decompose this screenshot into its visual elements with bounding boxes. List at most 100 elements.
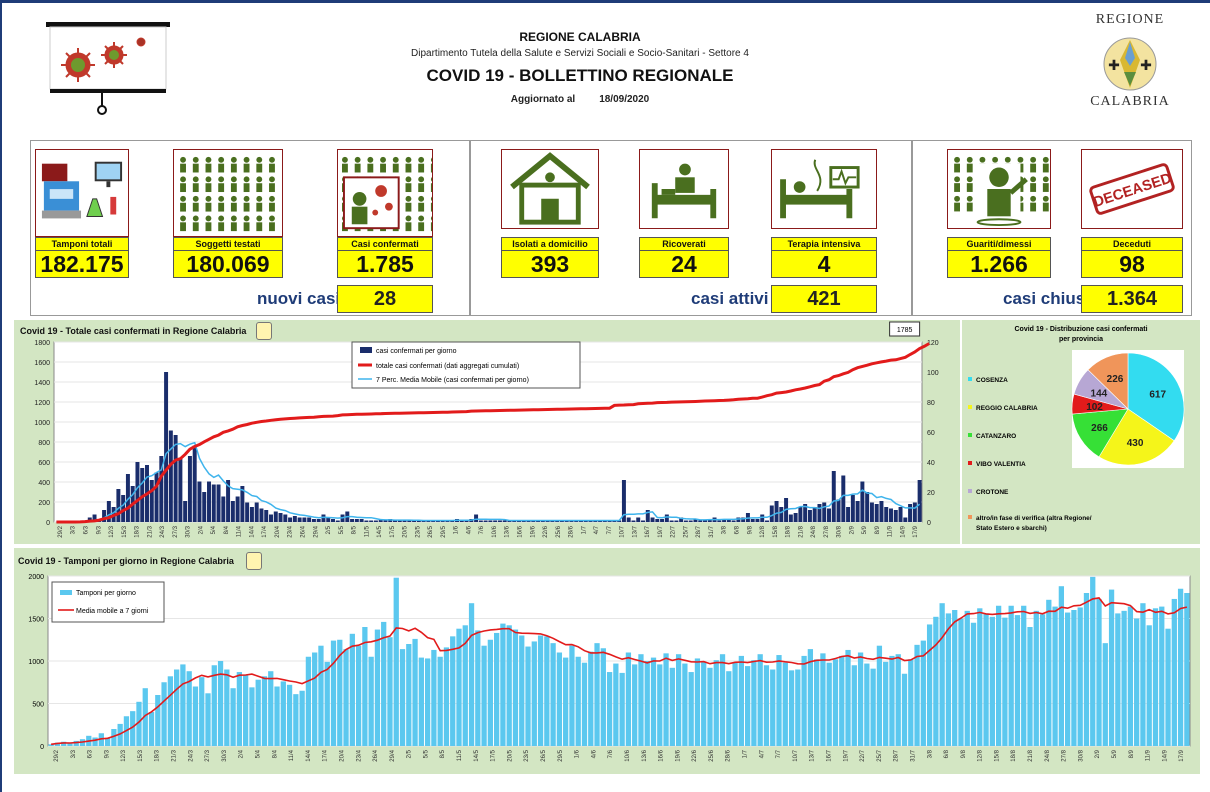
swabs-bar (870, 668, 876, 746)
daily-cases-bar (803, 504, 808, 522)
daily-cases-bar (812, 507, 817, 522)
pie-slice (1098, 408, 1175, 466)
swabs-bar (1090, 576, 1096, 746)
swabs-bar (437, 656, 443, 746)
logo-bottom-text: CALABRIA (1090, 94, 1170, 109)
daily-cases-bar (688, 520, 693, 522)
casi-chiusi-value: 1.364 (1081, 285, 1183, 313)
swabs-bar (48, 744, 54, 746)
x-tick-label: 9/3 (104, 749, 110, 758)
swabs-bar (1108, 589, 1115, 746)
swabs-bar (644, 661, 650, 746)
swabs-bar (443, 647, 450, 746)
swabs-bar (424, 658, 431, 746)
x-tick-label: 17/4 (323, 749, 329, 761)
x-tick-label: 11/4 (289, 749, 295, 761)
daily-cases-bar (717, 520, 722, 522)
x-tick-label: 19/7 (843, 749, 849, 761)
daily-cases-bar (331, 519, 335, 522)
daily-cases-bar (383, 520, 388, 522)
swabs-bar (355, 645, 362, 746)
x-tick-label: 19/6 (675, 749, 681, 761)
swabs-bar (1134, 618, 1140, 746)
x-tick-label: 16/7 (827, 749, 833, 761)
daily-cases-bar (192, 445, 197, 522)
x-tick-label: 6/8 (734, 525, 740, 534)
daily-cases-bar (755, 519, 760, 522)
x-tick-label: 28/6 (569, 525, 575, 537)
swabs-bar (625, 652, 632, 746)
swabs-bar (494, 632, 500, 746)
moving-average-line (56, 441, 921, 523)
daily-cases-bar (660, 519, 665, 522)
legend-swatch (968, 489, 972, 493)
x-tick-label: 13/7 (810, 749, 816, 761)
y-left-tick-label: 1800 (34, 340, 50, 347)
people-grid-icon (173, 149, 283, 237)
daily-cases-bar (183, 501, 188, 522)
daily-cases-bar (369, 520, 374, 522)
x-tick-label: 20/5 (403, 525, 409, 537)
swabs-bar (757, 654, 763, 746)
x-tick-label: 16/6 (659, 749, 665, 761)
casi-attivi-label: casi attivi (691, 289, 769, 308)
legend-label: VIBO VALENTIA (976, 461, 1026, 468)
cases-chart: 0 200 400 600 800 1000 1200 1400 1600 1800 0 20 40 60… (34, 321, 939, 538)
swabs-bar (399, 649, 406, 746)
swabs-bar (744, 666, 751, 746)
x-tick-label: 14/9 (900, 525, 906, 537)
daily-cases-bar (722, 519, 727, 522)
swabs-bar (770, 669, 776, 746)
swabs-bar (531, 641, 537, 746)
swabs-bar (236, 672, 243, 746)
swabs-bar (550, 643, 556, 746)
legend-swatch (968, 461, 972, 465)
x-tick-label: 20/4 (275, 525, 281, 537)
swabs-bar (1065, 612, 1071, 746)
x-tick-label: 11/4 (237, 525, 243, 537)
swabs-bar (675, 654, 682, 746)
swabs-bar (839, 655, 845, 746)
swabs-bar (374, 629, 381, 746)
active-cases-box: Isolati a domicilio 393 Ricoverati 24 Te… (470, 140, 912, 316)
x-tick-label: 27/3 (173, 525, 179, 537)
daily-cases-bar (769, 505, 774, 522)
swabs-bar (512, 629, 519, 746)
pie-chart-title: per provincia (1059, 336, 1103, 343)
x-tick-label: 17/5 (390, 525, 396, 537)
daily-cases-bar (683, 520, 688, 522)
x-tick-label: 26/5 (541, 749, 547, 761)
swabs-bar (682, 663, 688, 746)
swabs-bar (368, 656, 374, 746)
tests-summary-box: Tamponi totali 182.175 Soggetti testati … (30, 140, 470, 316)
daily-cases-bar (860, 481, 865, 522)
legend-label: Stato Estero e sbarchi) (976, 525, 1047, 532)
swabs-bar (412, 638, 418, 746)
x-tick-label: 29/4 (390, 749, 396, 761)
swabs-bar (1159, 606, 1165, 746)
swabs-chart-title: Covid 19 - Tamponi per giorno in Regione… (18, 556, 234, 566)
daily-cases-bar (869, 502, 874, 522)
x-tick-label: 27/8 (824, 525, 830, 537)
daily-cases-bar (917, 480, 922, 522)
swabs-bar (67, 743, 73, 746)
swabs-bar (155, 695, 161, 746)
y-left-tick-label: 1400 (34, 380, 50, 387)
daily-cases-bar (674, 520, 679, 522)
daily-cases-bar (693, 519, 698, 522)
daily-cases-bar (621, 480, 626, 522)
x-tick-label: 22/7 (671, 525, 677, 537)
swabs-bar (945, 613, 952, 746)
x-tick-label: 5/9 (862, 525, 868, 534)
legend-box (51, 581, 165, 623)
legend-swatch (968, 433, 972, 437)
swabs-bar (199, 677, 205, 746)
daily-cases-bar (302, 517, 307, 522)
swabs-bar (418, 657, 424, 746)
swabs-bar (431, 649, 437, 746)
swabs-bar (613, 663, 619, 746)
y-tick-label: 2000 (28, 574, 44, 581)
ricoverati-value: 24 (639, 250, 729, 278)
swabs-bar (217, 661, 224, 746)
